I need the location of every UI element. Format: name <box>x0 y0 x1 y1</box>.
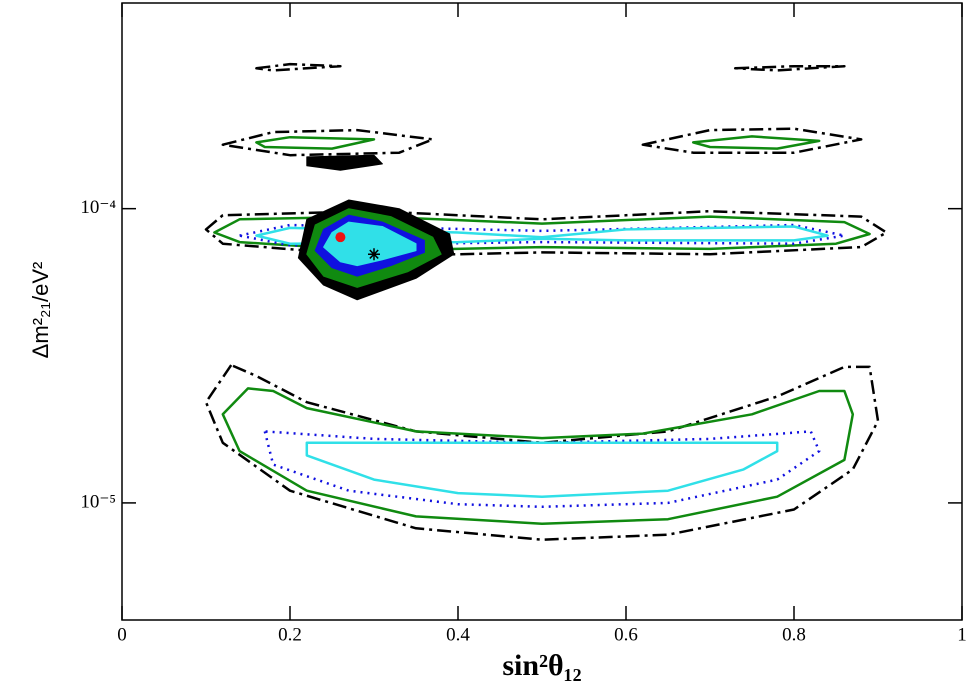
contour-line <box>221 387 855 525</box>
contour-line <box>733 64 846 72</box>
plot-frame <box>121 2 963 621</box>
contour-region <box>323 221 417 267</box>
x-axis-title: sin²θ₁₂ <box>502 649 581 682</box>
contour-line <box>305 441 779 498</box>
contour-region <box>306 154 383 171</box>
x-tick-label: 0.6 <box>614 624 638 645</box>
x-tick-label: 0 <box>117 624 127 645</box>
y-axis-title: Δm²₂₁/eV² <box>28 262 53 359</box>
x-tick-label: 0.2 <box>278 624 302 645</box>
contour-line <box>255 62 342 72</box>
contour-line <box>255 225 829 245</box>
best-fit-point <box>335 232 346 243</box>
contour-line <box>221 128 435 157</box>
y-tick-label: 10⁻⁵ <box>80 491 116 512</box>
x-tick-label: 0.8 <box>782 624 806 645</box>
x-tick-label: 1 <box>957 624 967 645</box>
x-tick-label: 0.4 <box>446 624 470 645</box>
contour-line <box>641 127 863 154</box>
contour-line <box>691 135 821 150</box>
best-fit-star <box>368 248 380 261</box>
contour-line <box>263 430 821 509</box>
y-tick-label: 10⁻⁴ <box>80 197 116 218</box>
contour-line <box>255 135 376 150</box>
